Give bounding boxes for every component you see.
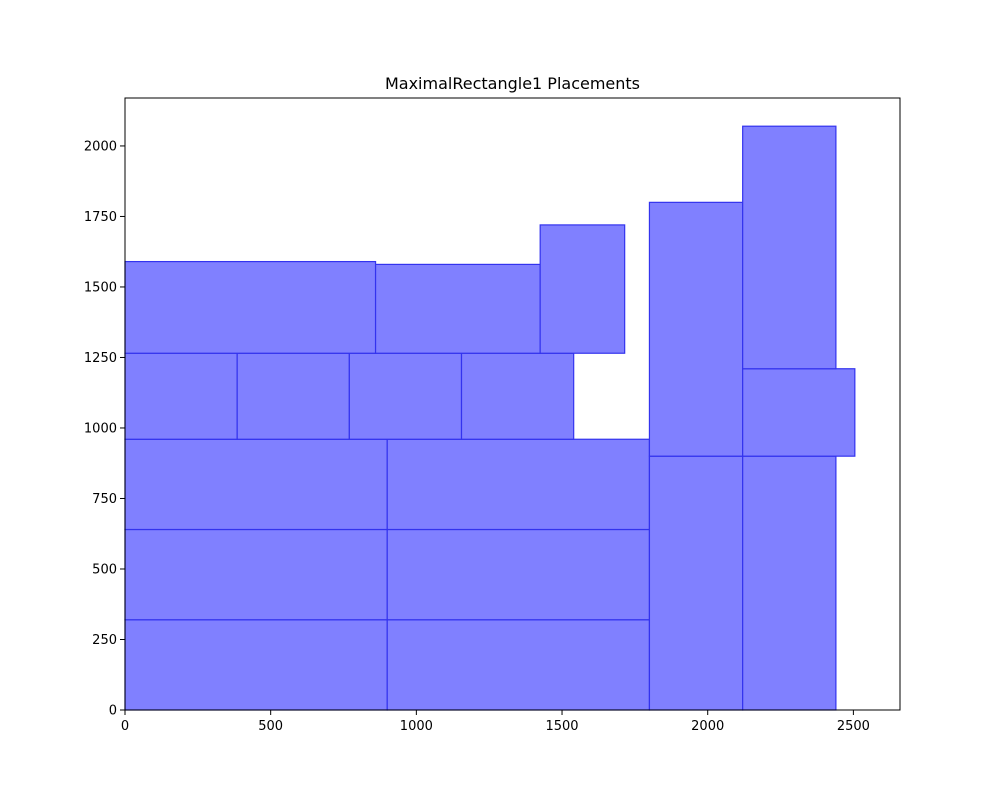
y-tick-label: 0 xyxy=(109,704,117,719)
y-tick-label: 1750 xyxy=(84,210,117,225)
x-tick-label: 2500 xyxy=(837,719,870,734)
placed-rectangle-13 xyxy=(648,201,744,457)
placed-rectangle-12 xyxy=(460,352,575,440)
placed-rectangle-9 xyxy=(124,352,238,440)
y-tick-label: 2000 xyxy=(84,139,117,154)
placed-rectangle-11 xyxy=(348,352,463,440)
y-tick-label: 1000 xyxy=(84,421,117,436)
placed-rectangle-18 xyxy=(539,224,626,354)
y-tick-label: 750 xyxy=(92,492,117,507)
placed-rectangle-14 xyxy=(742,368,856,457)
placed-rectangle-6 xyxy=(386,438,651,531)
y-tick-label: 250 xyxy=(92,633,117,648)
placed-rectangle-15 xyxy=(742,125,837,370)
y-tick-label: 500 xyxy=(92,562,117,577)
placed-rectangle-3 xyxy=(124,528,388,621)
x-axis: 0 500 1000 1500 2000 2500 xyxy=(121,710,870,734)
placed-rectangle-16 xyxy=(124,260,377,354)
x-tick-label: 1000 xyxy=(400,719,433,734)
placed-rectangle-10 xyxy=(236,352,350,440)
y-axis: 0 250 500 750 1000 1250 1500 1750 2000 xyxy=(84,139,125,719)
x-tick-label: 0 xyxy=(121,719,129,734)
placed-rectangle-2 xyxy=(386,619,651,711)
x-tick-label: 1500 xyxy=(545,719,578,734)
placed-rectangle-7 xyxy=(648,455,744,711)
axes-frame xyxy=(124,97,901,711)
x-tick-label: 2000 xyxy=(691,719,724,734)
y-tick-label: 1500 xyxy=(84,280,117,295)
placed-rectangle-17 xyxy=(374,263,541,354)
placed-rectangle-5 xyxy=(124,438,388,531)
x-tick-label: 500 xyxy=(258,719,283,734)
placed-rectangle-8 xyxy=(742,455,837,711)
placed-rectangle-4 xyxy=(386,528,651,621)
placed-rectangle-1 xyxy=(124,619,388,711)
placements-layer xyxy=(124,125,856,711)
y-tick-label: 1250 xyxy=(84,351,117,366)
chart-title: MaximalRectangle1 Placements xyxy=(385,74,640,93)
